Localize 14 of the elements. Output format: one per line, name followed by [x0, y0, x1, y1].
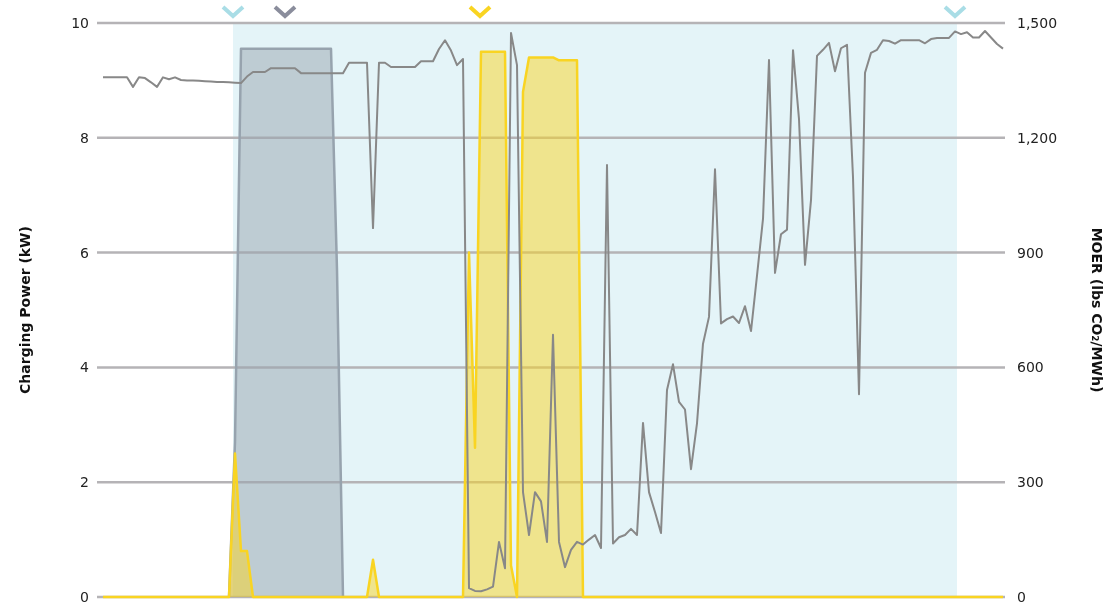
y-tick-label: 0 [1017, 588, 1026, 603]
y-tick-label: 6 [80, 244, 90, 261]
y-tick-label: 10 [71, 14, 89, 31]
y-tick-label: 0 [80, 588, 89, 603]
y-tick-label: 1,500 [1017, 14, 1058, 31]
y-axis-title: Charging Power (kW) [17, 226, 33, 394]
y-tick-label: 8 [80, 129, 89, 146]
y-axis-title: MOER (lbs CO₂/MWh) [1089, 227, 1105, 393]
y-tick-label: 4 [80, 359, 90, 376]
y-tick-label: 300 [1017, 474, 1044, 491]
y-tick-label: 2 [80, 474, 89, 491]
y-tick-label: 1,200 [1017, 129, 1058, 146]
y-tick-label: 600 [1017, 359, 1044, 376]
y-tick-label: 900 [1017, 244, 1044, 261]
